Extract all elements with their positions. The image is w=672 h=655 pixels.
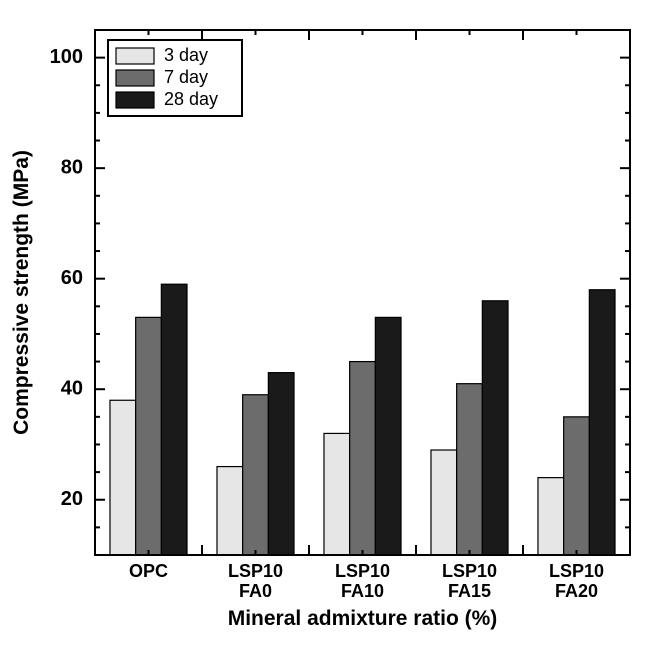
bar: [217, 467, 243, 555]
bar: [482, 301, 508, 555]
x-axis-label: Mineral admixture ratio (%): [228, 607, 498, 630]
bar: [589, 290, 615, 555]
bar: [161, 284, 187, 555]
y-axis-label: Compressive strength (MPa): [10, 150, 33, 435]
x-tick-label: LSP10: [549, 561, 604, 581]
bar: [110, 400, 136, 555]
y-tick-label: 40: [61, 377, 83, 399]
bar: [350, 362, 376, 555]
legend-swatch: [116, 70, 154, 86]
bar: [324, 433, 350, 555]
x-tick-label: FA15: [448, 581, 491, 601]
y-tick-label: 80: [61, 156, 83, 178]
x-tick-label: LSP10: [335, 561, 390, 581]
x-tick-label: OPC: [129, 561, 168, 581]
bar: [136, 317, 162, 555]
legend-swatch: [116, 92, 154, 108]
bar: [538, 478, 564, 555]
bar-chart: 20406080100OPCLSP10FA0LSP10FA10LSP10FA15…: [0, 0, 672, 655]
bar: [457, 384, 483, 555]
bar: [375, 317, 401, 555]
x-tick-label: FA0: [239, 581, 272, 601]
y-tick-label: 60: [61, 267, 83, 289]
y-tick-label: 20: [61, 488, 83, 510]
bar: [243, 395, 269, 555]
y-tick-label: 100: [50, 46, 83, 68]
x-tick-label: FA20: [555, 581, 598, 601]
legend-label: 7 day: [164, 67, 208, 87]
legend-label: 3 day: [164, 45, 208, 65]
bar: [564, 417, 590, 555]
x-tick-label: FA10: [341, 581, 384, 601]
bar: [431, 450, 457, 555]
x-tick-label: LSP10: [442, 561, 497, 581]
x-tick-label: LSP10: [228, 561, 283, 581]
bar: [268, 373, 294, 555]
legend-swatch: [116, 48, 154, 64]
legend-label: 28 day: [164, 89, 218, 109]
chart-container: 20406080100OPCLSP10FA0LSP10FA10LSP10FA15…: [0, 0, 672, 655]
